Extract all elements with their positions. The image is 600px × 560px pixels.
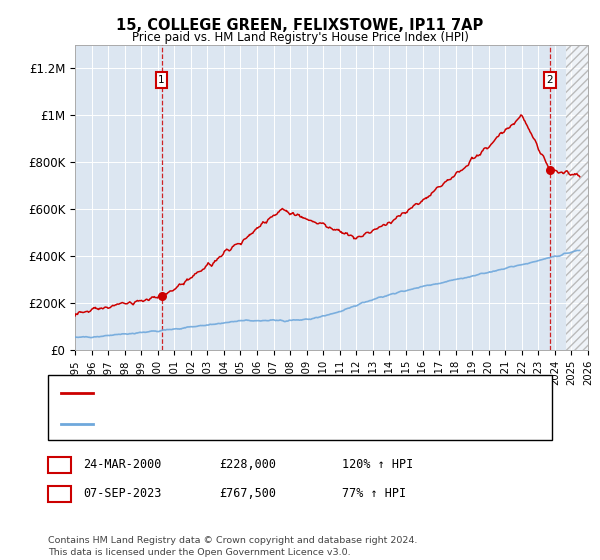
Text: 15, COLLEGE GREEN, FELIXSTOWE, IP11 7AP (detached house): 15, COLLEGE GREEN, FELIXSTOWE, IP11 7AP … bbox=[99, 388, 443, 398]
Text: 24-MAR-2000: 24-MAR-2000 bbox=[83, 458, 161, 472]
Text: 07-SEP-2023: 07-SEP-2023 bbox=[83, 487, 161, 501]
Text: £228,000: £228,000 bbox=[219, 458, 276, 472]
Text: 120% ↑ HPI: 120% ↑ HPI bbox=[342, 458, 413, 472]
Text: Price paid vs. HM Land Registry's House Price Index (HPI): Price paid vs. HM Land Registry's House … bbox=[131, 31, 469, 44]
Text: 77% ↑ HPI: 77% ↑ HPI bbox=[342, 487, 406, 501]
Bar bbox=[566, 45, 588, 350]
Text: Contains HM Land Registry data © Crown copyright and database right 2024.
This d: Contains HM Land Registry data © Crown c… bbox=[48, 536, 418, 557]
Text: 2: 2 bbox=[56, 489, 63, 499]
Text: 1: 1 bbox=[56, 460, 63, 470]
Text: 2: 2 bbox=[546, 75, 553, 85]
Text: £767,500: £767,500 bbox=[219, 487, 276, 501]
Text: 1: 1 bbox=[158, 75, 165, 85]
Text: 15, COLLEGE GREEN, FELIXSTOWE, IP11 7AP: 15, COLLEGE GREEN, FELIXSTOWE, IP11 7AP bbox=[116, 18, 484, 33]
Bar bbox=[566, 45, 588, 350]
Text: HPI: Average price, detached house, East Suffolk: HPI: Average price, detached house, East… bbox=[99, 418, 366, 428]
